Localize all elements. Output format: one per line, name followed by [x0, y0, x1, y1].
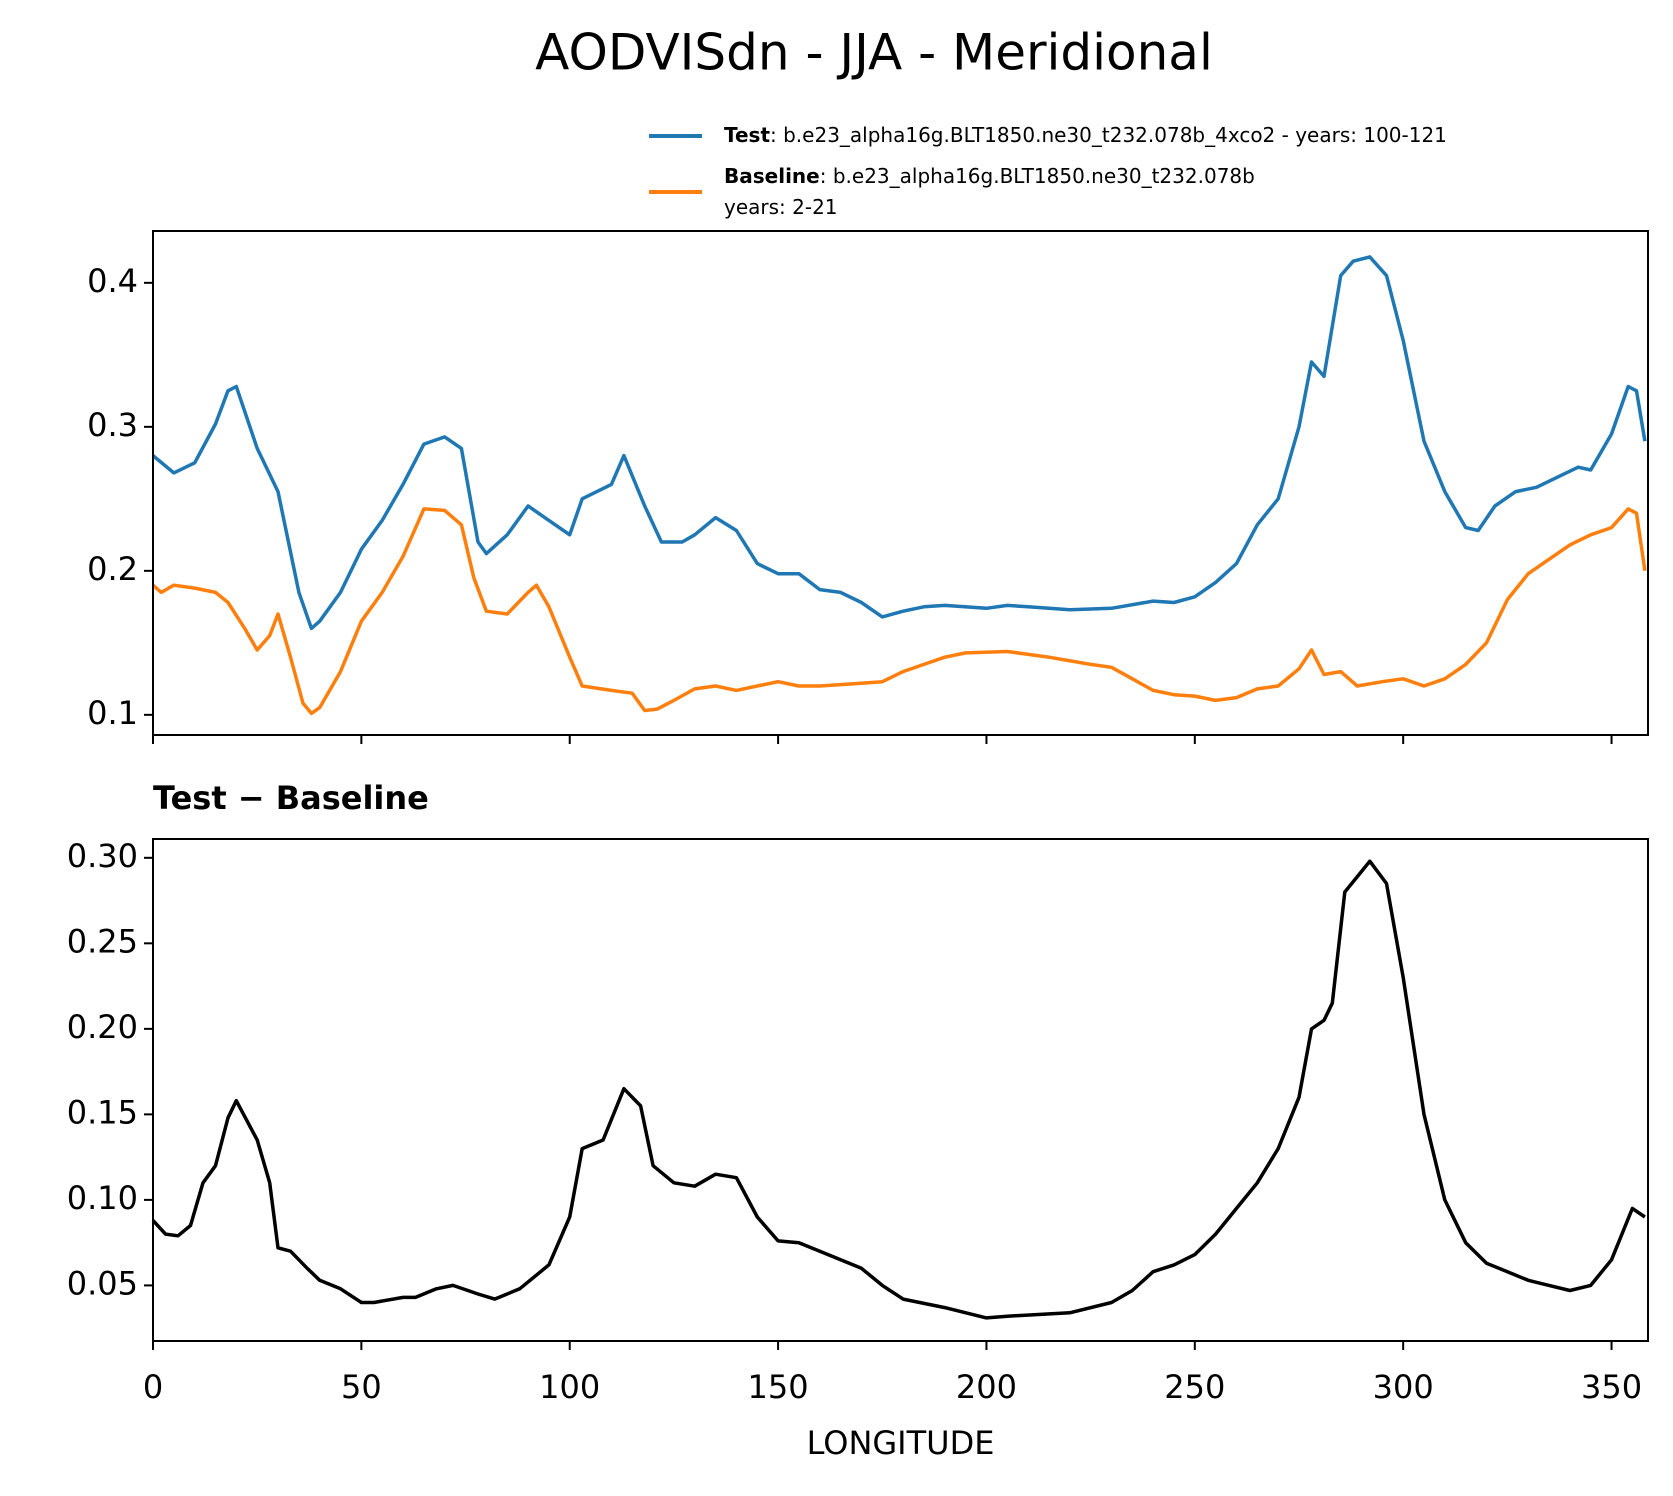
x-tick-label: 50 [341, 1368, 382, 1406]
y-tick-label: 0.30 [67, 837, 138, 875]
plot-frame [152, 230, 1649, 736]
legend-description: : b.e23_alpha16g.BLT1850.ne30_t232.078b_… [770, 123, 1447, 147]
y-tick-label: 0.20 [67, 1008, 138, 1046]
x-tick-label: 0 [143, 1368, 163, 1406]
x-tick-label: 100 [539, 1368, 600, 1406]
data-line [151, 507, 1647, 716]
data-line [151, 255, 1647, 631]
y-tick-label: 0.25 [67, 922, 138, 960]
y-tick-label: 0.4 [87, 262, 138, 300]
x-axis-label: LONGITUDE [807, 1424, 995, 1462]
figure-title: AODVISdn - JJA - Meridional [535, 24, 1213, 82]
legend-label: Test: b.e23_alpha16g.BLT1850.ne30_t232.0… [724, 123, 1447, 147]
y-tick-label: 0.1 [87, 694, 138, 732]
y-tick-label: 0.10 [67, 1179, 138, 1217]
y-tick-label: 0.05 [67, 1264, 138, 1302]
y-tick-label: 0.15 [67, 1093, 138, 1131]
legend-description: years: 2-21 [724, 195, 838, 219]
legend-name: Baseline [724, 164, 820, 188]
x-tick-label: 350 [1581, 1368, 1642, 1406]
x-tick-label: 300 [1373, 1368, 1434, 1406]
legend-description: : b.e23_alpha16g.BLT1850.ne30_t232.078b [820, 164, 1255, 188]
plot-frame [152, 838, 1649, 1342]
x-tick-label: 250 [1164, 1368, 1225, 1406]
data-line [151, 859, 1646, 1320]
y-tick-label: 0.2 [87, 550, 138, 588]
y-tick-label: 0.3 [87, 406, 138, 444]
legend-label: Baseline: b.e23_alpha16g.BLT1850.ne30_t2… [724, 164, 1255, 219]
x-tick-label: 150 [748, 1368, 809, 1406]
x-tick-label: 200 [956, 1368, 1017, 1406]
panel-title: Test − Baseline [153, 779, 429, 817]
legend-name: Test [724, 123, 770, 147]
